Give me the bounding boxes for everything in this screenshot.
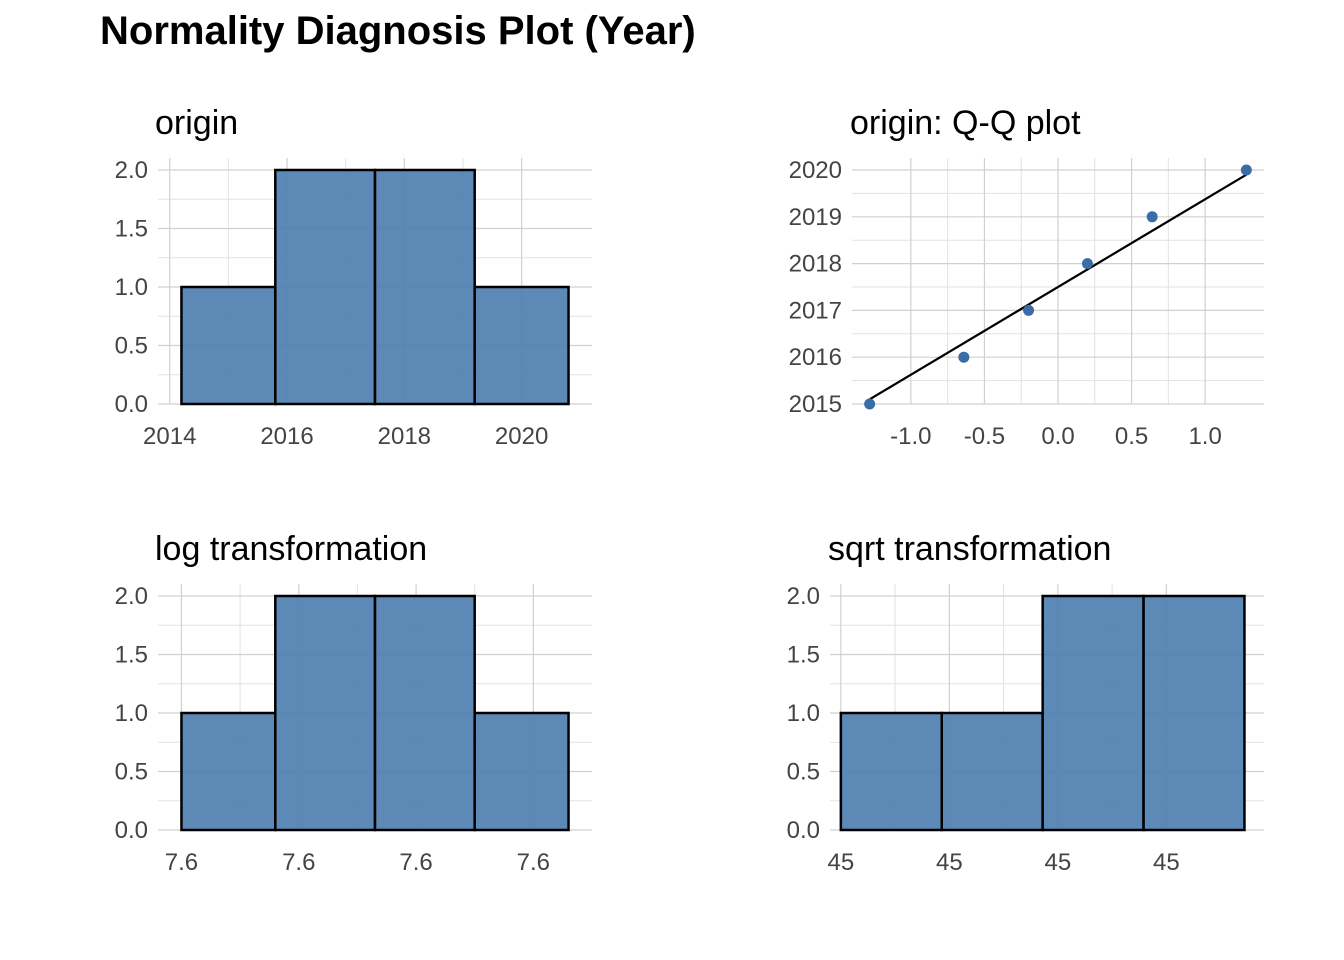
x-tick-label: 7.6: [517, 849, 550, 876]
panel-origin-histogram: origin 2014 2016 2018 2020 0.0 0.5 1.0 1.5 2.0: [115, 104, 592, 450]
qq-point: [864, 398, 876, 410]
x-tick-label: 45: [936, 849, 963, 876]
x-tick-label: 2014: [143, 423, 196, 450]
histogram-bar: [274, 168, 377, 406]
histogram-bar: [473, 285, 570, 406]
y-tick-label: 1.5: [115, 216, 148, 243]
y-tick-label: 0.0: [115, 817, 148, 844]
histogram-bar: [274, 594, 377, 832]
panel-title: sqrt transformation: [828, 530, 1111, 568]
y-tick-label: 2.0: [115, 157, 148, 184]
histogram-bar: [180, 711, 277, 832]
y-tick-label: 2016: [789, 344, 842, 371]
y-tick-label: 1.5: [115, 642, 148, 669]
x-tick-label: 2020: [495, 423, 548, 450]
panel-log-transformation-histogram: log transformation 7.6 7.6 7.6 7.6 0.0 0.5 1.0…: [115, 530, 592, 876]
histogram-bar: [1041, 594, 1145, 832]
histogram-bar: [180, 285, 277, 406]
y-tick-label: 2.0: [787, 583, 820, 610]
x-tick-label: -1.0: [890, 423, 931, 450]
qq-point: [1240, 164, 1252, 176]
y-tick-label: 0.0: [115, 391, 148, 418]
x-tick-label: 1.0: [1188, 423, 1221, 450]
x-tick-label: 2016: [260, 423, 313, 450]
y-tick-label: 2.0: [115, 583, 148, 610]
panel-origin-qq-plot: origin: Q-Q plot -1.0 -0.5 0.0 0.5 1.0 2015 20…: [789, 104, 1264, 450]
qq-point: [1146, 211, 1158, 223]
panel-title: log transformation: [155, 530, 427, 568]
y-tick-label: 1.0: [115, 700, 148, 727]
qq-point: [1081, 258, 1093, 270]
qq-point: [958, 351, 970, 363]
y-tick-label: 1.5: [787, 642, 820, 669]
y-tick-label: 1.0: [115, 274, 148, 301]
x-tick-label: 7.6: [165, 849, 198, 876]
gridlines: [852, 158, 1264, 405]
panel-title: origin: Q-Q plot: [850, 104, 1081, 142]
qq-point: [1023, 304, 1035, 316]
x-tick-label: -0.5: [964, 423, 1005, 450]
qq-reference-line: [869, 173, 1247, 401]
y-tick-label: 0.5: [115, 759, 148, 786]
x-tick-label: 2018: [378, 423, 431, 450]
histogram-bar: [940, 711, 1044, 832]
x-tick-label: 0.5: [1115, 423, 1148, 450]
y-tick-label: 2020: [789, 157, 842, 184]
y-tick-label: 2017: [789, 297, 842, 324]
x-tick-label: 45: [1044, 849, 1071, 876]
panel-title: origin: [155, 104, 238, 142]
x-tick-label: 0.0: [1041, 423, 1074, 450]
y-tick-label: 2018: [789, 251, 842, 278]
x-tick-label: 7.6: [399, 849, 432, 876]
y-tick-label: 0.5: [787, 759, 820, 786]
y-tick-label: 2019: [789, 204, 842, 231]
y-tick-label: 2015: [789, 391, 842, 418]
histogram-bar: [839, 711, 944, 832]
x-tick-label: 7.6: [282, 849, 315, 876]
panel-sqrt-transformation-histogram: sqrt transformation 45 45 45 45 0.0 0.5 1.0 1.5…: [787, 530, 1264, 876]
figure-title: Normality Diagnosis Plot (Year): [100, 9, 696, 53]
y-tick-label: 0.5: [115, 333, 148, 360]
x-tick-label: 45: [1153, 849, 1180, 876]
x-tick-label: 45: [827, 849, 854, 876]
y-tick-label: 1.0: [787, 700, 820, 727]
histogram-bar: [473, 711, 570, 832]
histogram-bar: [373, 168, 476, 406]
y-tick-label: 0.0: [787, 817, 820, 844]
histogram-bar: [373, 594, 476, 832]
histogram-bar: [1142, 594, 1246, 832]
